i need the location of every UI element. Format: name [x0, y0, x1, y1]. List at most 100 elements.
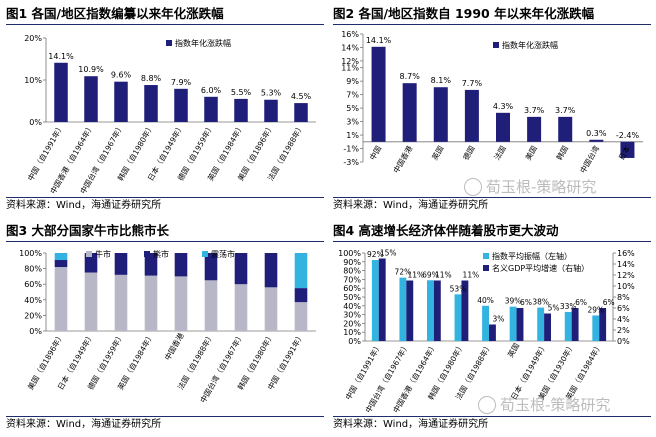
- stacked-bar-segment: [204, 280, 218, 331]
- y-tick-label: 12%: [341, 57, 359, 66]
- y-tick-label: 100%: [19, 249, 42, 258]
- stacked-bar-segment: [114, 274, 128, 331]
- bar: [496, 112, 510, 142]
- data-label-amplitude: 33%: [560, 302, 577, 311]
- x-tick-label: 中国香港: [391, 143, 415, 174]
- y-tick-label: 80%: [343, 267, 361, 276]
- x-tick-label: 韩国: [554, 144, 570, 162]
- stacked-bar-segment: [234, 253, 248, 285]
- data-label-gdp: 5%: [548, 304, 560, 313]
- x-tick-label: 德国: [460, 144, 476, 162]
- x-tick-label: 法国: [492, 144, 508, 162]
- data-label-gdp: 11%: [463, 271, 480, 280]
- y-right-tick-label: 4%: [617, 315, 630, 324]
- stacked-bar-segment: [234, 284, 248, 331]
- y-right-tick-label: 8%: [617, 293, 630, 302]
- data-label: 6.0%: [201, 86, 222, 95]
- y-tick-label: 20%: [24, 34, 42, 43]
- bar: [84, 76, 98, 122]
- bar-gdp-growth: [378, 258, 386, 341]
- legend-amplitude-swatch: [483, 253, 489, 259]
- legend-index-annual-change-swatch: [166, 40, 172, 46]
- wechat-icon: [478, 396, 496, 414]
- figure-1-panel: 图1 各国/地区指数编纂以来年化涨跌幅 0% 10% 20% 14.1% 10.9% 9.…: [6, 4, 324, 214]
- watermark-bottom: 荀玉根-策略研究: [500, 396, 611, 414]
- y-tick-label: 0%: [29, 118, 42, 127]
- bar-gdp-growth: [461, 280, 469, 341]
- stacked-bar-segment: [84, 272, 98, 331]
- bar-amplitude: [399, 277, 407, 341]
- data-label: 4.3%: [493, 102, 514, 111]
- data-label: 14.1%: [48, 52, 74, 61]
- data-label: 3.7%: [555, 106, 576, 115]
- y-tick-label: 10%: [24, 76, 42, 85]
- y-tick-label: -1%: [343, 145, 359, 154]
- bar-amplitude: [592, 315, 600, 341]
- bar: [464, 89, 479, 142]
- legend-gdp-growth-label: 名义GDP平均增速（右轴）: [492, 263, 589, 273]
- y-tick-label: 90%: [343, 258, 361, 267]
- legend-index-annual-change-label: 指数年化涨跌幅: [175, 38, 231, 48]
- bar: [234, 98, 248, 122]
- bar-gdp-growth: [433, 280, 441, 341]
- y-tick-label: 80%: [24, 265, 42, 274]
- stacked-bar-segment: [144, 275, 158, 331]
- data-label-gdp: 15%: [380, 249, 397, 258]
- legend-amplitude-label: 指数平均振幅（左轴）: [492, 251, 572, 261]
- y-tick-label: 40%: [343, 302, 361, 311]
- stacked-bar-segment: [174, 253, 188, 277]
- stacked-bar-segment: [264, 253, 278, 288]
- y-tick-label: 100%: [338, 249, 361, 258]
- bar-amplitude: [482, 305, 489, 341]
- legend-bear-label: 熊市: [153, 249, 169, 259]
- data-label-gdp: 3%: [492, 315, 504, 324]
- watermark-top: 荀玉根-策略研究: [486, 178, 597, 196]
- figure-2-panel: 图2 各国/地区指数自 1990 年以来年化涨跌幅 -3% -1% 1% 3% 5% 7%…: [333, 4, 651, 214]
- figure-4-title: 图4 高速增长经济体伴随着股市更大波动: [333, 221, 651, 242]
- y-right-tick-label: 14%: [617, 260, 635, 269]
- y-right-tick-label: 2%: [617, 326, 630, 335]
- stacked-bar-segment: [264, 287, 278, 331]
- figure-4-panel: 图4 高速增长经济体伴随着股市更大波动 0% 10% 20% 30% 40% 50% 60%…: [333, 221, 651, 433]
- data-label-amplitude: 29%: [587, 305, 604, 314]
- figure-1-chart: 0% 10% 20% 14.1% 10.9% 9.6% 8.8% 7.9% 6.0% 5.5% 5.…: [24, 34, 316, 195]
- bar: [558, 116, 573, 142]
- bar: [174, 88, 188, 122]
- data-label-amplitude: 53%: [450, 284, 467, 293]
- data-label: 7.7%: [462, 79, 483, 88]
- figure-3-chart: 0%20%40%60%80%100% 牛市 熊市 震荡市美国（自1896年）日本（自1…: [19, 249, 316, 404]
- legend-range-swatch: [202, 251, 208, 257]
- bar-amplitude: [371, 260, 379, 341]
- stacked-bar-segment: [114, 253, 128, 275]
- bar: [620, 141, 635, 158]
- bar-amplitude: [427, 280, 434, 341]
- bar-gdp-growth: [599, 308, 607, 341]
- bar: [589, 139, 604, 142]
- y-tick-label: 16%: [341, 30, 359, 39]
- bar-amplitude: [537, 307, 545, 341]
- y-right-tick-label: 10%: [617, 282, 635, 291]
- figure-2-title: 图2 各国/地区指数自 1990 年以来年化涨跌幅: [333, 4, 651, 25]
- bar: [54, 62, 68, 122]
- figure-2-source: 资料来源：Wind，海通证券研究所: [333, 197, 651, 214]
- data-label: 0.3%: [586, 129, 607, 138]
- y-tick-label: 20%: [343, 319, 361, 328]
- bar: [371, 46, 386, 142]
- legend-bull-label: 牛市: [95, 249, 111, 259]
- data-label: 3.7%: [524, 106, 545, 115]
- y-tick-label: 60%: [343, 284, 361, 293]
- bar-gdp-growth: [571, 308, 579, 341]
- figure-4-chart: 0%10%20%30%40%50%60%70%80%90%100%0%2%4%6…: [338, 249, 635, 414]
- data-label: 7.9%: [171, 78, 192, 87]
- y-tick-label: 30%: [343, 311, 361, 320]
- y-right-tick-label: 6%: [617, 304, 630, 313]
- bar-gdp-growth: [516, 308, 524, 341]
- data-label-amplitude: 92%: [367, 250, 384, 259]
- bar: [402, 83, 417, 142]
- y-tick-label: 14%: [341, 43, 359, 52]
- stacked-bar-segment: [204, 253, 218, 281]
- bar-amplitude: [564, 311, 572, 341]
- stacked-bar-segment: [144, 253, 158, 276]
- y-right-tick-label: 16%: [617, 249, 635, 258]
- data-label-gdp: 6%: [603, 298, 615, 307]
